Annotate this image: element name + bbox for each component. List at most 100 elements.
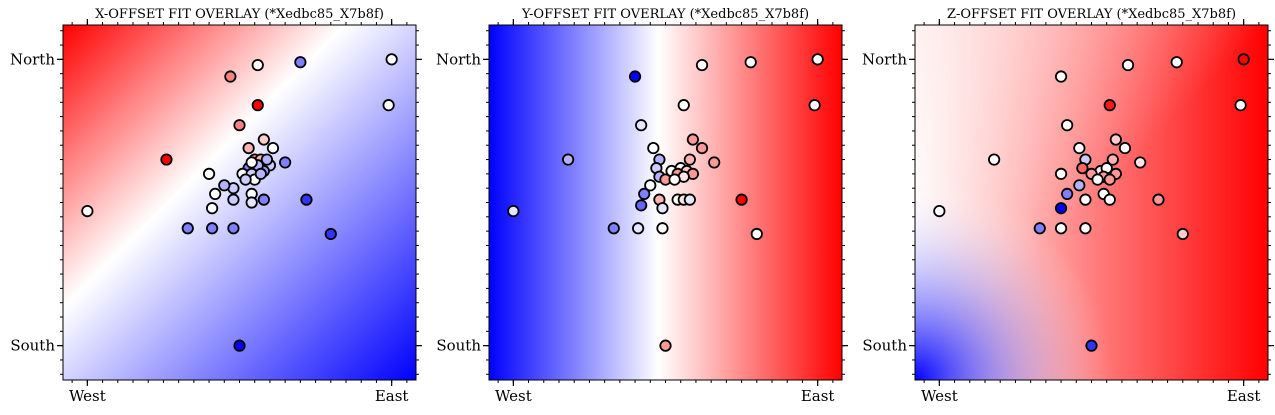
data-point <box>628 70 642 83</box>
background-field <box>489 25 842 380</box>
data-point <box>245 156 258 169</box>
x-tick-label: East <box>375 387 409 405</box>
data-point <box>1054 70 1068 83</box>
x-tick-label: East <box>801 387 835 405</box>
data-point <box>750 227 763 241</box>
data-point <box>202 167 216 180</box>
data-point <box>1103 99 1116 112</box>
data-point <box>644 179 657 192</box>
chart-title: X-OFFSET FIT OVERLAY (*Xedbc85_X7b8f) <box>95 7 384 22</box>
data-point <box>251 99 264 112</box>
data-point <box>1170 56 1183 69</box>
data-point <box>1234 99 1247 112</box>
data-point <box>257 193 270 206</box>
data-point <box>735 193 748 206</box>
data-point <box>659 339 672 352</box>
data-point <box>81 204 94 218</box>
data-point <box>224 70 237 83</box>
data-point <box>1085 339 1098 352</box>
data-point <box>181 222 194 235</box>
data-point <box>638 187 651 201</box>
data-point <box>635 199 648 212</box>
data-point <box>1176 227 1189 241</box>
data-point <box>686 133 699 146</box>
data-point <box>209 187 222 201</box>
data-point <box>1103 173 1116 186</box>
data-point <box>1079 222 1092 235</box>
data-point <box>933 204 946 218</box>
data-point <box>233 119 246 132</box>
data-point <box>562 153 575 166</box>
data-point <box>254 167 267 180</box>
data-point <box>1118 142 1132 155</box>
data-point <box>233 339 246 352</box>
panel-y-offset: Y-OFFSET FIT OVERLAY (*Xedbc85_X7b8f) Wes… <box>436 7 848 405</box>
data-point <box>206 222 219 235</box>
data-point <box>242 142 255 155</box>
y-tick-label: South <box>436 337 481 355</box>
data-point <box>324 227 337 241</box>
chart-title: Z-OFFSET FIT OVERLAY (*Xedbc85_X7b8f) <box>947 7 1236 22</box>
chart-title: Y-OFFSET FIT OVERLAY (*Xedbc85_X7b8f) <box>521 7 809 22</box>
y-tick-label: North <box>10 50 55 68</box>
data-point <box>227 193 240 206</box>
data-point <box>1152 193 1165 206</box>
data-point <box>607 222 620 235</box>
data-point <box>1076 162 1089 175</box>
plot-frame <box>62 24 417 381</box>
x-tick-label: West <box>69 387 106 405</box>
y-tick-label: South <box>10 337 55 355</box>
data-point <box>245 196 258 209</box>
background-field <box>63 25 416 380</box>
data-point <box>647 142 660 155</box>
data-point <box>708 156 721 169</box>
data-point <box>382 99 395 112</box>
data-point <box>1073 142 1086 155</box>
data-point <box>206 202 219 215</box>
plot-frame <box>914 24 1269 381</box>
background-field-low <box>915 25 1268 380</box>
data-point <box>808 99 821 112</box>
data-point <box>218 179 231 192</box>
data-point <box>257 133 270 146</box>
data-point <box>668 173 681 186</box>
data-point <box>1079 193 1092 206</box>
x-tick-label: West <box>495 387 532 405</box>
data-point <box>635 119 648 132</box>
data-point <box>683 193 696 206</box>
y-tick-label: North <box>436 50 481 68</box>
y-tick-label: South <box>862 337 907 355</box>
data-point <box>300 193 313 206</box>
data-point <box>385 53 398 66</box>
plot-frame <box>488 24 843 381</box>
data-point <box>683 153 696 166</box>
data-point <box>1109 133 1122 146</box>
data-point <box>1073 179 1086 192</box>
data-point <box>1033 222 1046 235</box>
data-point <box>251 58 264 72</box>
data-point <box>1061 187 1074 201</box>
data-point <box>1134 156 1147 169</box>
data-point <box>656 222 669 235</box>
data-point <box>695 58 709 72</box>
data-point <box>266 142 280 155</box>
data-point <box>1054 222 1068 235</box>
x-tick-label: East <box>1227 387 1261 405</box>
data-point <box>811 53 824 66</box>
data-point <box>1237 53 1250 66</box>
panel-z-offset: Z-OFFSET FIT OVERLAY (*Xedbc85_X7b8f) Wes… <box>862 7 1274 405</box>
data-point <box>1103 193 1116 206</box>
x-tick-label: West <box>921 387 958 405</box>
data-point <box>507 204 520 218</box>
data-point <box>227 222 240 235</box>
data-point <box>695 142 709 155</box>
data-point <box>279 156 292 169</box>
data-point <box>160 153 173 166</box>
data-point <box>1106 153 1119 166</box>
data-point <box>260 153 273 166</box>
data-point <box>744 56 757 69</box>
data-point <box>677 99 690 112</box>
y-tick-label: North <box>862 50 907 68</box>
data-point <box>1121 58 1135 72</box>
